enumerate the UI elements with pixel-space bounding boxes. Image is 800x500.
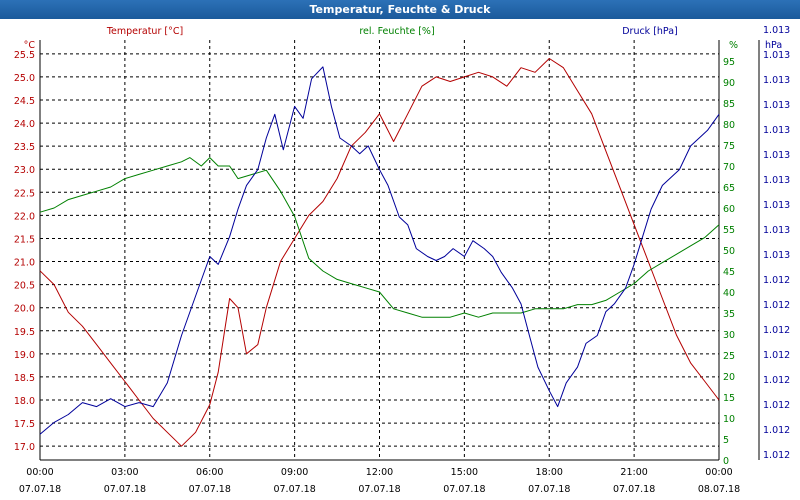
hum-tick-label: 40	[723, 288, 735, 299]
press-tick-label: 1.013	[763, 250, 790, 261]
temp-tick-label: 20.0	[14, 304, 35, 315]
temp-tick-label: 21.5	[14, 234, 35, 245]
press-tick-label: 1.013	[763, 100, 790, 111]
press-tick-label: 1.012	[763, 300, 790, 311]
press-tick-label: 1.012	[763, 375, 790, 386]
series-line-press	[39, 66, 720, 435]
hum-tick-label: 85	[723, 99, 735, 110]
press-tick-label: 1.012	[763, 275, 790, 286]
temp-tick-label: 19.5	[14, 327, 35, 338]
press-tick-label: 1.012	[763, 425, 790, 436]
press-tick-label: 1.013	[763, 25, 790, 36]
hum-tick-label: 0	[723, 456, 729, 467]
temp-tick-label: 23.0	[14, 165, 35, 176]
x-tick-time: 03:00	[111, 467, 138, 478]
series-lines	[39, 58, 720, 447]
plot-frame	[39, 40, 760, 461]
hum-tick-label: 50	[723, 246, 735, 257]
x-tick-date: 07.07.18	[443, 484, 485, 495]
series-line-hum	[39, 157, 720, 318]
x-tick-time: 00:00	[26, 467, 53, 478]
press-tick-label: 1.013	[763, 125, 790, 136]
x-tick-date: 08.07.18	[698, 484, 740, 495]
hum-tick-label: 70	[723, 162, 735, 173]
hum-tick-label: 90	[723, 78, 735, 89]
x-tick-date: 07.07.18	[358, 484, 400, 495]
temp-tick-label: 18.0	[14, 396, 35, 407]
x-tick-date: 07.07.18	[273, 484, 315, 495]
hum-tick-label: 65	[723, 183, 735, 194]
press-tick-label: 1.013	[763, 200, 790, 211]
hum-tick-label: 95	[723, 57, 735, 68]
window-title: Temperatur, Feuchte & Druck	[0, 0, 800, 19]
temp-tick-label: 22.0	[14, 211, 35, 222]
press-tick-label: 1.012	[763, 350, 790, 361]
temp-tick-label: 24.5	[14, 96, 35, 107]
press-tick-label: 1.013	[763, 225, 790, 236]
temp-axis-label: Temperatur [°C]	[106, 26, 183, 37]
chart: °C Temperatur [°C] rel. Feuchte [%] Druc…	[14, 25, 790, 495]
x-tick-time: 00:00	[705, 467, 732, 478]
hum-tick-label: 25	[723, 351, 735, 362]
hum-tick-label: 30	[723, 330, 735, 341]
temp-tick-label: 24.0	[14, 119, 35, 130]
x-tick-time: 12:00	[366, 467, 393, 478]
press-tick-label: 1.013	[763, 150, 790, 161]
hum-unit-label: %	[729, 40, 738, 51]
temp-tick-label: 19.0	[14, 350, 35, 361]
hum-tick-label: 5	[723, 435, 729, 446]
press-tick-label: 1.012	[763, 450, 790, 461]
x-tick-time: 09:00	[281, 467, 308, 478]
hum-tick-label: 45	[723, 267, 735, 278]
x-tick-time: 21:00	[620, 467, 647, 478]
hum-axis-label: rel. Feuchte [%]	[359, 26, 434, 37]
temp-tick-label: 20.5	[14, 281, 35, 292]
press-unit-label: hPa	[765, 40, 782, 51]
x-tick-date: 07.07.18	[104, 484, 146, 495]
hum-tick-label: 20	[723, 372, 735, 383]
hum-tick-label: 75	[723, 141, 735, 152]
hum-tick-label: 35	[723, 309, 735, 320]
temp-unit-label: °C	[24, 40, 36, 51]
x-tick-date: 07.07.18	[528, 484, 570, 495]
tick-labels: 17.0 17.5 18.0 18.5 19.0 19.5 20.0 20.5 21.0 21.5…	[14, 25, 790, 495]
press-tick-label: 1.013	[763, 50, 790, 61]
temp-tick-label: 23.5	[14, 142, 35, 153]
temp-tick-label: 25.0	[14, 73, 35, 84]
hum-tick-label: 10	[723, 414, 735, 425]
press-tick-label: 1.013	[763, 75, 790, 86]
temp-tick-label: 25.5	[14, 50, 35, 61]
temp-tick-label: 21.0	[14, 258, 35, 269]
temp-tick-label: 17.5	[14, 419, 35, 430]
hum-tick-label: 60	[723, 204, 735, 215]
press-tick-label: 1.013	[763, 175, 790, 186]
x-tick-time: 06:00	[196, 467, 223, 478]
grid	[40, 40, 719, 460]
hum-tick-label: 15	[723, 393, 735, 404]
temp-tick-label: 17.0	[14, 442, 35, 453]
press-axis-label: Druck [hPa]	[622, 26, 678, 37]
hum-tick-label: 80	[723, 120, 735, 131]
x-tick-date: 07.07.18	[613, 484, 655, 495]
press-tick-label: 1.012	[763, 400, 790, 411]
x-tick-time: 15:00	[451, 467, 478, 478]
x-tick-date: 07.07.18	[189, 484, 231, 495]
temp-tick-label: 18.5	[14, 373, 35, 384]
temp-tick-label: 22.5	[14, 188, 35, 199]
x-tick-time: 18:00	[536, 467, 563, 478]
series-line-temp	[39, 58, 720, 447]
hum-tick-label: 55	[723, 225, 735, 236]
press-tick-label: 1.012	[763, 325, 790, 336]
x-tick-date: 07.07.18	[19, 484, 61, 495]
